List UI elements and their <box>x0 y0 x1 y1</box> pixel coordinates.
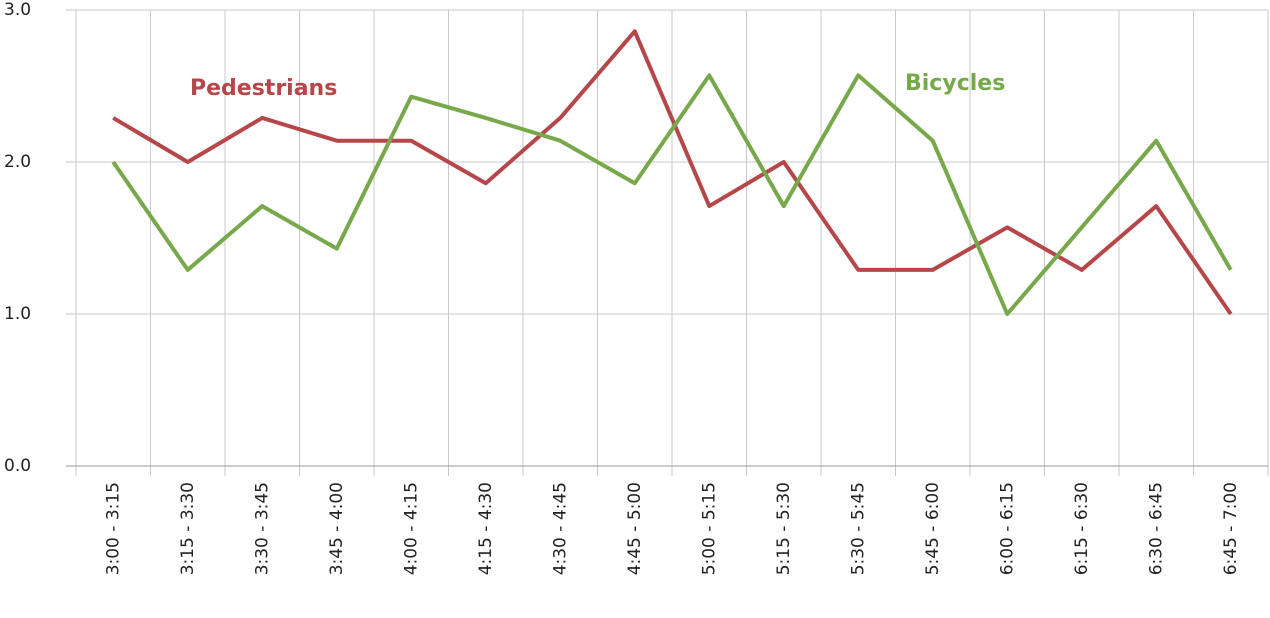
x-tick-label: 6:45 - 7:00 <box>1221 482 1241 575</box>
legend-label: Pedestrians <box>190 76 337 101</box>
x-tick-label: 5:45 - 6:00 <box>923 482 943 575</box>
x-tick-label: 3:45 - 4:00 <box>327 482 347 575</box>
x-tick-label: 5:00 - 5:15 <box>699 482 719 575</box>
x-tick-label: 3:15 - 3:30 <box>178 482 198 575</box>
y-tick-label: 2.0 <box>4 152 31 172</box>
x-tick-label: 4:00 - 4:15 <box>401 482 421 575</box>
y-tick-label: 3.0 <box>4 0 31 20</box>
x-tick-label: 5:30 - 5:45 <box>848 482 868 575</box>
x-tick-label: 3:00 - 3:15 <box>103 482 123 575</box>
x-tick-label: 6:15 - 6:30 <box>1072 482 1092 575</box>
line <box>111 73 1233 316</box>
y-tick-label: 0.0 <box>4 456 31 476</box>
x-tick-label: 6:00 - 6:15 <box>997 482 1017 575</box>
x-tick-label: 3:30 - 3:45 <box>252 482 272 575</box>
x-tick-label: 5:15 - 5:30 <box>774 482 794 575</box>
x-tick-label: 6:30 - 6:45 <box>1146 482 1166 575</box>
x-tick-label: 4:45 - 5:00 <box>625 482 645 575</box>
line <box>112 29 1233 316</box>
y-tick-label: 1.0 <box>4 304 31 324</box>
x-tick-label: 4:15 - 4:30 <box>476 482 496 575</box>
x-tick-label: 4:30 - 4:45 <box>550 482 570 575</box>
legend-label: Bicycles <box>905 71 1005 96</box>
